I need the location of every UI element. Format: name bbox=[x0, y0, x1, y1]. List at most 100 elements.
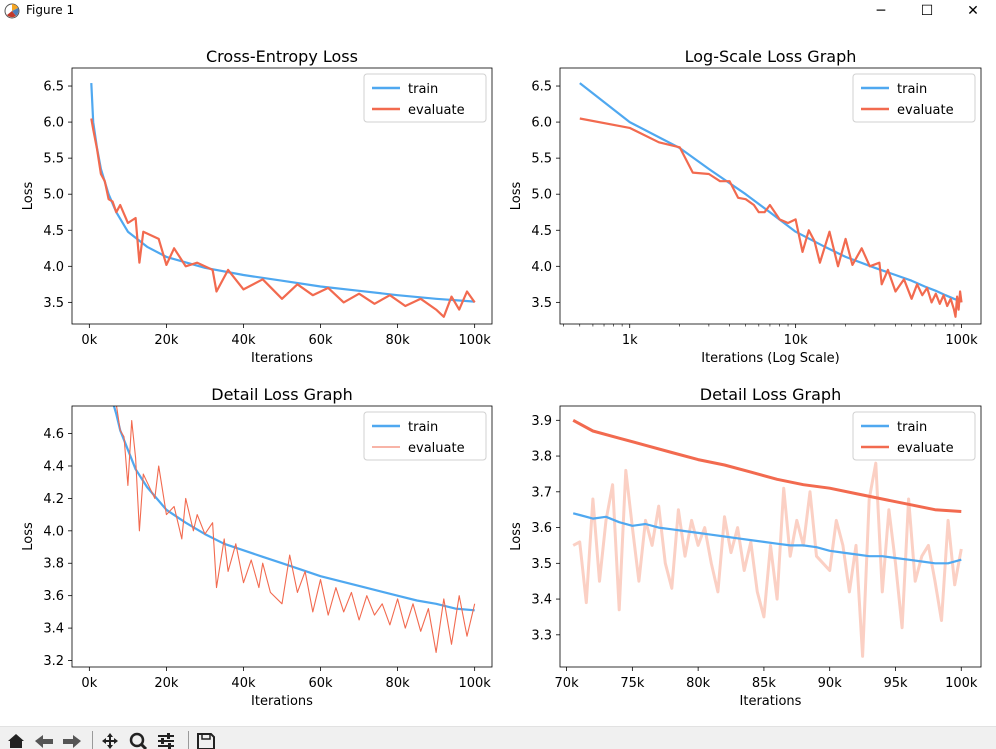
series-group bbox=[572, 418, 963, 658]
y-tick-label: 5.5 bbox=[531, 152, 552, 167]
home-icon[interactable] bbox=[4, 731, 28, 749]
y-tick-label: 6.5 bbox=[531, 80, 552, 95]
configure-subplots-icon[interactable] bbox=[154, 731, 178, 749]
y-tick-label: 4.0 bbox=[43, 260, 64, 275]
legend: train evaluate bbox=[363, 73, 487, 123]
axes-frame bbox=[559, 405, 982, 668]
legend-label-train: train bbox=[408, 420, 438, 435]
window-title: Figure 1 bbox=[26, 3, 75, 17]
y-tick-label: 4.5 bbox=[43, 224, 64, 239]
y-tick-label: 3.9 bbox=[531, 414, 552, 429]
close-button[interactable]: ✕ bbox=[967, 3, 979, 19]
axes-frame bbox=[71, 405, 493, 668]
axes-frame bbox=[71, 67, 493, 325]
legend-label-train: train bbox=[897, 82, 927, 97]
y-tick-label: 3.2 bbox=[43, 654, 64, 669]
forward-arrow-icon[interactable] bbox=[60, 731, 84, 749]
y-tick-label: 3.6 bbox=[531, 521, 552, 536]
maximize-button[interactable]: ☐ bbox=[920, 3, 934, 19]
x-tick-label: 80k bbox=[386, 676, 411, 691]
y-tick-label: 4.4 bbox=[43, 459, 64, 474]
series-line-evaluate bbox=[579, 117, 963, 318]
y-tick-label: 3.5 bbox=[531, 557, 552, 572]
x-axis-label: Iterations bbox=[740, 694, 802, 709]
matplotlib-app-icon bbox=[4, 3, 20, 19]
chart-title: Log-Scale Loss Graph bbox=[685, 47, 857, 66]
toolbar-separator bbox=[188, 731, 189, 749]
x-tick-label: 100k bbox=[945, 676, 978, 691]
y-tick-label: 3.5 bbox=[531, 296, 552, 311]
chart-panel-3: 0k 20k 40k 60k 80k 100k 3.2 3.4 3.6 3.8 4.0 4.2 4.4 4… bbox=[21, 385, 493, 709]
y-tick-label: 3.5 bbox=[43, 296, 64, 311]
y-tick-label: 3.7 bbox=[531, 485, 552, 500]
x-tick-label: 40k bbox=[231, 333, 256, 348]
toolbar-separator bbox=[92, 731, 93, 749]
x-tick-label: 0k bbox=[81, 676, 97, 691]
chart-panel-1: 0k 20k 40k 60k 80k 100k 3.5 4.0 4.5 5.0 5.5 6.0 6.5 C… bbox=[21, 47, 493, 366]
y-tick-label: 4.0 bbox=[531, 260, 552, 275]
series-line-evaluate bbox=[115, 406, 476, 653]
series-group bbox=[112, 406, 476, 653]
series-group bbox=[579, 82, 963, 318]
back-arrow-icon[interactable] bbox=[32, 731, 56, 749]
legend-box bbox=[363, 411, 487, 461]
series-line-train bbox=[112, 406, 475, 612]
y-tick-label: 6.0 bbox=[43, 116, 64, 131]
legend-label-evaluate: evaluate bbox=[408, 103, 465, 118]
save-icon[interactable] bbox=[194, 731, 218, 749]
zoom-icon[interactable] bbox=[126, 731, 150, 749]
x-tick-label: 85k bbox=[752, 676, 777, 691]
y-tick-label: 5.0 bbox=[531, 188, 552, 203]
series-group bbox=[90, 83, 476, 318]
y-tick-label: 3.4 bbox=[531, 593, 552, 608]
pan-icon[interactable] bbox=[98, 731, 122, 749]
navigation-toolbar bbox=[0, 726, 996, 749]
x-tick-label: 20k bbox=[154, 676, 179, 691]
chart-title: Detail Loss Graph bbox=[211, 385, 352, 404]
series-line-train bbox=[579, 82, 962, 303]
y-tick-label: 3.8 bbox=[531, 450, 552, 465]
x-tick-label: 100k bbox=[458, 333, 491, 348]
window-titlebar: Figure 1 ─ ☐ ✕ bbox=[0, 0, 996, 22]
y-tick-label: 3.8 bbox=[43, 557, 64, 572]
y-axis-label: Loss bbox=[21, 522, 36, 551]
legend-label-evaluate: evaluate bbox=[897, 441, 954, 456]
y-tick-label: 3.3 bbox=[531, 628, 552, 643]
y-tick-label: 5.5 bbox=[43, 152, 64, 167]
minimize-button[interactable]: ─ bbox=[876, 3, 886, 19]
series-line-train bbox=[572, 512, 962, 565]
x-axis-label: Iterations (Log Scale) bbox=[701, 351, 840, 366]
x-tick-label: 100k bbox=[945, 333, 978, 348]
x-tick-label: 1k bbox=[622, 333, 638, 348]
y-axis-label: Loss bbox=[509, 522, 524, 551]
chart-panel-4: 70k 75k 80k 85k 90k 95k 100k 3.3 3.4 3.5 3.6 3.7 3.8… bbox=[509, 385, 982, 709]
x-tick-label: 0k bbox=[81, 333, 97, 348]
x-tick-label: 95k bbox=[883, 676, 908, 691]
chart-panel-2: 1k 10k 100k 3.5 4.0 4.5 5.0 5.5 6.0 6.5 Log-Scale … bbox=[509, 47, 982, 366]
legend: train evaluate bbox=[852, 73, 976, 123]
series-line-evaluate-raw bbox=[572, 461, 963, 658]
series-line-evaluate bbox=[572, 418, 962, 513]
x-tick-label: 70k bbox=[555, 676, 580, 691]
y-tick-label: 6.0 bbox=[531, 116, 552, 131]
y-axis-label: Loss bbox=[21, 182, 36, 211]
y-axis-label: Loss bbox=[509, 182, 524, 211]
y-tick-label: 4.6 bbox=[43, 427, 64, 442]
legend-label-train: train bbox=[897, 420, 927, 435]
x-tick-label: 60k bbox=[308, 333, 333, 348]
y-tick-label: 4.2 bbox=[43, 492, 64, 507]
axes-frame bbox=[559, 67, 982, 325]
x-tick-label: 10k bbox=[784, 333, 809, 348]
y-tick-label: 4.0 bbox=[43, 524, 64, 539]
y-tick-label: 3.6 bbox=[43, 589, 64, 604]
series-line-evaluate bbox=[90, 118, 476, 318]
x-tick-label: 100k bbox=[458, 676, 491, 691]
chart-title: Cross-Entropy Loss bbox=[206, 47, 358, 66]
x-tick-label: 40k bbox=[231, 676, 256, 691]
x-tick-label: 60k bbox=[308, 676, 333, 691]
figure-canvas: 0k 20k 40k 60k 80k 100k 3.5 4.0 4.5 5.0 5.5 6.0 6.5 C… bbox=[0, 22, 996, 726]
y-tick-label: 4.5 bbox=[531, 224, 552, 239]
legend: train evaluate bbox=[363, 411, 487, 461]
y-tick-label: 6.5 bbox=[43, 80, 64, 95]
x-tick-label: 20k bbox=[154, 333, 179, 348]
